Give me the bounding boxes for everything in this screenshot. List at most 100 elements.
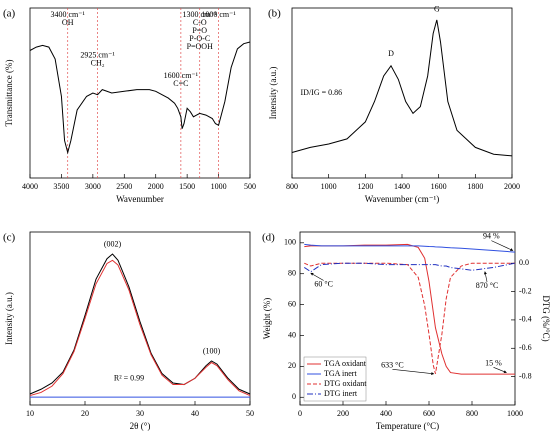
legend-label: DTG oxidant [324,379,367,388]
panel-label: (b) [268,8,281,20]
x-tick-label: 1000 [211,182,227,191]
x-axis-label: Wavenumber (cm⁻¹) [365,194,439,204]
x-tick-label: 1800 [467,182,483,191]
annotation-line: P-O-C [189,34,210,43]
annotation-line: 1600 cm⁻¹ [164,71,199,80]
x-tick-label: 1000 [507,409,523,418]
annotation: 60 °C [314,279,333,288]
annotation-line: 1300 cm⁻¹ [183,10,218,19]
data-line [29,41,251,155]
x-tick-label: 30 [136,409,144,418]
x-tick-label: 2500 [116,182,132,191]
y-tick-label: 60 [288,299,296,308]
annotation: 3400 cm⁻¹ OH [51,10,86,27]
data-line [304,262,515,374]
annotation-line: 2925 cm⁻¹ [80,50,115,59]
x-tick-label: 600 [423,409,435,418]
x-axis-label: 2θ (°) [130,421,151,431]
y-axis-label: Intensity (a.u.) [4,292,14,345]
annotation: 870 °C [476,281,499,290]
data-line [291,19,513,157]
x-tick-label: 2000 [148,182,164,191]
y2-tick-label: -0.4 [519,315,532,324]
x-tick-label: 800 [286,182,298,191]
panel-label: (d) [262,232,275,244]
annotation-line: D [388,49,394,58]
annotation: R² = 0.99 [114,373,144,382]
annotation: 15 % [485,358,502,367]
legend-label: TGA inert [324,369,357,378]
plot-frame [29,7,251,179]
annotation-line: (100) [203,346,221,355]
x-tick-label: 500 [244,182,256,191]
annotation-arrow [310,272,324,281]
annotation: (002) [104,239,122,248]
y-tick-label: 80 [288,269,296,278]
plot-frame [299,231,516,406]
y2-axis-label: DTG (%/°C) [541,295,550,341]
x-axis-label: Temperature (°C) [376,421,439,431]
annotation: 1000 cm⁻¹ [201,10,236,19]
annotation: D [388,49,394,58]
x-tick-label: 4000 [22,182,38,191]
x-tick-label: 3500 [53,182,69,191]
annotation-line: R² = 0.99 [114,373,144,382]
annotation-line: 94 % [483,231,500,240]
annotation: 1300 cm⁻¹ C-O P=O P-O-C P=OOH [183,10,218,51]
annotation-line: 60 °C [314,279,333,288]
annotation-line: 633 °C [381,360,404,369]
data-line [304,243,516,253]
y2-tick-label: 0.0 [519,258,529,267]
annotation-line: ID/IG = 0.86 [301,88,343,97]
y-axis-label: Transmittance (%) [4,60,14,127]
x-tick-label: 1000 [321,182,337,191]
x-tick-label: 1200 [357,182,373,191]
annotation: 2925 cm⁻¹ CH₂ [80,50,115,67]
y-tick-label: 20 [288,361,296,370]
y-axis-label: Weight (%) [262,298,272,340]
x-tick-label: 3000 [85,182,101,191]
annotation-line: P=OOH [187,42,214,51]
annotation-line: 1000 cm⁻¹ [201,10,236,19]
y2-tick-label: -0.8 [519,371,532,380]
x-tick-label: 20 [81,409,89,418]
data-line [29,259,251,397]
panel-label: (c) [3,232,16,244]
annotation-line: 15 % [485,358,502,367]
annotation: G [434,5,440,14]
x-tick-label: 1500 [179,182,195,191]
data-line [304,262,516,273]
y2-tick-label: -0.6 [519,343,532,352]
panel-label: (a) [3,8,16,20]
x-axis-label: Wavenumber [116,194,164,204]
annotation-line: OH [62,18,74,27]
y-tick-label: 40 [288,330,296,339]
annotation: ID/IG = 0.86 [301,88,343,97]
y-axis-label: Intensity (a.u.) [268,67,278,120]
legend-label: TGA oxidant [324,359,367,368]
annotation-arrow [493,367,507,374]
annotation-line: C-O [193,18,207,27]
annotation-arrow [491,240,514,251]
annotation-line: CH₂ [91,58,105,67]
y2-tick-label: -0.2 [519,286,532,295]
annotation: 94 % [483,231,500,240]
x-tick-label: 400 [380,409,392,418]
annotation: 633 °C [381,360,404,369]
x-tick-label: 50 [246,409,254,418]
y-tick-label: 100 [284,238,296,247]
data-line [29,253,251,395]
annotation-line: P=O [192,26,207,35]
x-tick-label: 1400 [394,182,410,191]
y-tick-label: 0 [292,392,296,401]
x-tick-label: 800 [466,409,478,418]
x-tick-label: 40 [191,409,199,418]
legend-label: DTG inert [324,389,358,398]
annotation: (100) [203,346,221,355]
x-tick-label: 2000 [504,182,520,191]
annotation-arrow [483,271,488,282]
annotation-line: 3400 cm⁻¹ [51,10,86,19]
annotation: 1600 cm⁻¹ C=C [164,71,199,88]
x-tick-label: 200 [337,409,349,418]
